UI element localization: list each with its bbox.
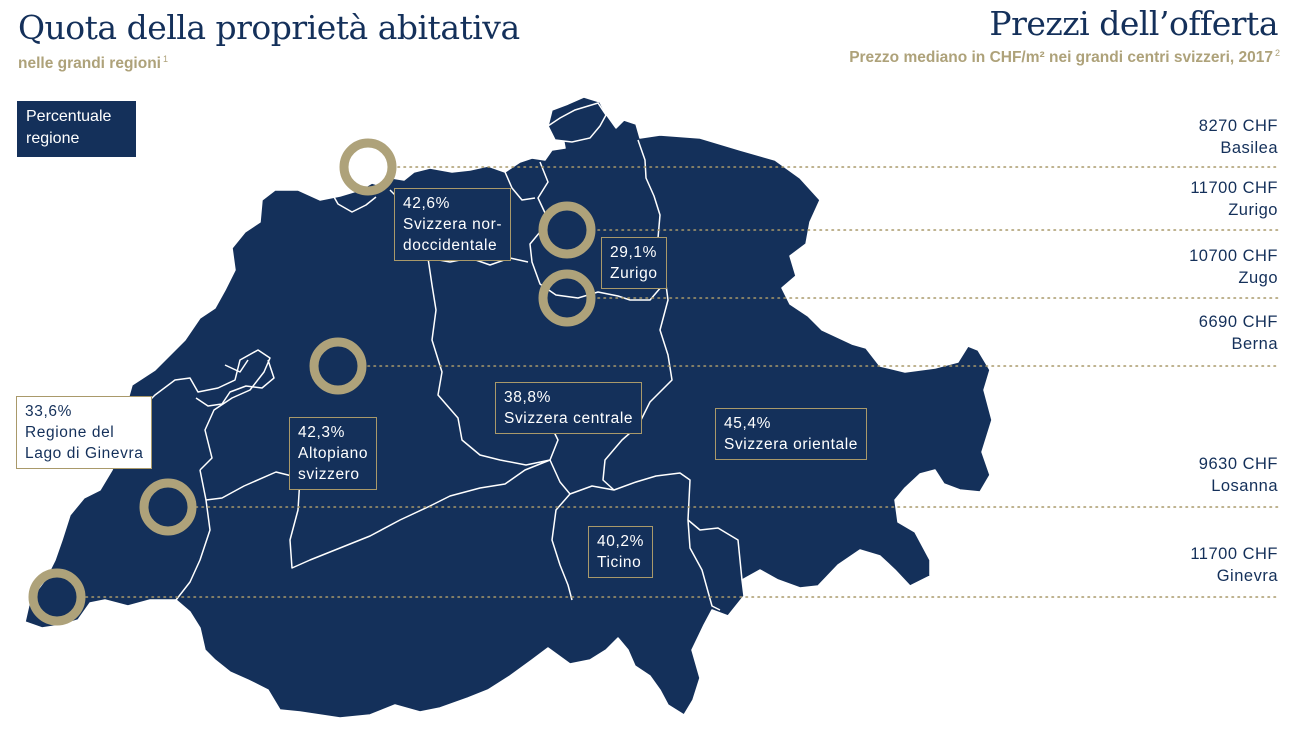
city-marker-basilea <box>339 138 397 196</box>
region-label-zurigo: 29,1% Zurigo <box>601 237 667 289</box>
price-value: 10700 CHF <box>1189 247 1278 265</box>
price-city: Zugo <box>1238 269 1278 287</box>
price-losanna: 9630 CHF Losanna <box>1199 453 1278 497</box>
price-value: 9630 CHF <box>1198 455 1278 473</box>
legend-line-2: regione <box>26 130 80 147</box>
map-subtitle-text: nelle grandi regioni <box>18 55 161 72</box>
footnote-marker-1: 1 <box>162 54 168 64</box>
price-ginevra: 11700 CHF Ginevra <box>1190 543 1278 587</box>
price-city: Losanna <box>1211 477 1278 495</box>
prices-title: Prezzi dell’offerta <box>989 4 1278 43</box>
region-label-lago-ginevra: 33,6% Regione del Lago di Ginevra <box>16 396 153 469</box>
prices-subtitle-text: Prezzo mediano in CHF/m² nei grandi cent… <box>849 49 1273 66</box>
region-name: Svizzera orientale <box>724 436 858 453</box>
region-value: 38,8% <box>504 389 551 406</box>
region-name: Ticino <box>597 554 642 571</box>
region-value: 40,2% <box>597 533 644 550</box>
region-name: Altopiano <box>298 445 369 462</box>
region-name: Zurigo <box>610 265 658 282</box>
price-value: 11700 CHF <box>1190 179 1278 197</box>
map-subtitle: nelle grandi regioni 1 <box>18 54 168 73</box>
legend-box: Percentuale regione <box>17 101 136 157</box>
price-city: Zurigo <box>1228 201 1278 219</box>
city-marker-zugo <box>538 269 596 327</box>
region-value: 33,6% <box>25 403 72 420</box>
schaffhausen-enclave <box>547 102 607 143</box>
region-name-2: svizzero <box>298 466 360 483</box>
region-name: Svizzera nor- <box>403 216 503 233</box>
city-marker-losanna <box>139 478 197 536</box>
map-title: Quota della proprietà abitativa <box>18 8 520 47</box>
price-zugo: 10700 CHF Zugo <box>1189 245 1278 289</box>
region-name-2: doccidentale <box>403 237 498 254</box>
city-marker-zurigo <box>538 201 596 259</box>
region-value: 42,3% <box>298 424 345 441</box>
price-zurigo: 11700 CHF Zurigo <box>1190 177 1278 221</box>
region-label-orientale: 45,4% Svizzera orientale <box>715 408 867 460</box>
region-label-altopiano: 42,3% Altopiano svizzero <box>289 417 378 490</box>
city-marker-ginevra <box>28 568 86 626</box>
region-label-ticino: 40,2% Ticino <box>588 526 653 578</box>
region-value: 29,1% <box>610 244 657 261</box>
prices-subtitle: Prezzo mediano in CHF/m² nei grandi cent… <box>849 48 1280 67</box>
price-city: Berna <box>1231 335 1278 353</box>
region-value: 42,6% <box>403 195 450 212</box>
region-label-centrale: 38,8% Svizzera centrale <box>495 382 643 434</box>
price-guide-lines <box>85 166 1281 598</box>
region-name: Svizzera centrale <box>504 410 634 427</box>
price-city: Basilea <box>1220 139 1278 157</box>
price-value: 8270 CHF <box>1198 117 1278 135</box>
price-city: Ginevra <box>1216 567 1278 585</box>
price-value: 11700 CHF <box>1190 545 1278 563</box>
price-basilea: 8270 CHF Basilea <box>1199 115 1278 159</box>
region-label-nordoccidentale: 42,6% Svizzera nor- doccidentale <box>394 188 512 261</box>
region-name-2: Lago di Ginevra <box>25 445 144 462</box>
region-value: 45,4% <box>724 415 771 432</box>
region-name: Regione del <box>25 424 115 441</box>
legend-line-1: Percentuale <box>26 108 112 125</box>
city-markers <box>28 138 596 626</box>
city-marker-berna <box>309 337 367 395</box>
footnote-marker-2: 2 <box>1274 48 1280 58</box>
price-value: 6690 CHF <box>1198 313 1278 331</box>
price-berna: 6690 CHF Berna <box>1199 311 1278 355</box>
